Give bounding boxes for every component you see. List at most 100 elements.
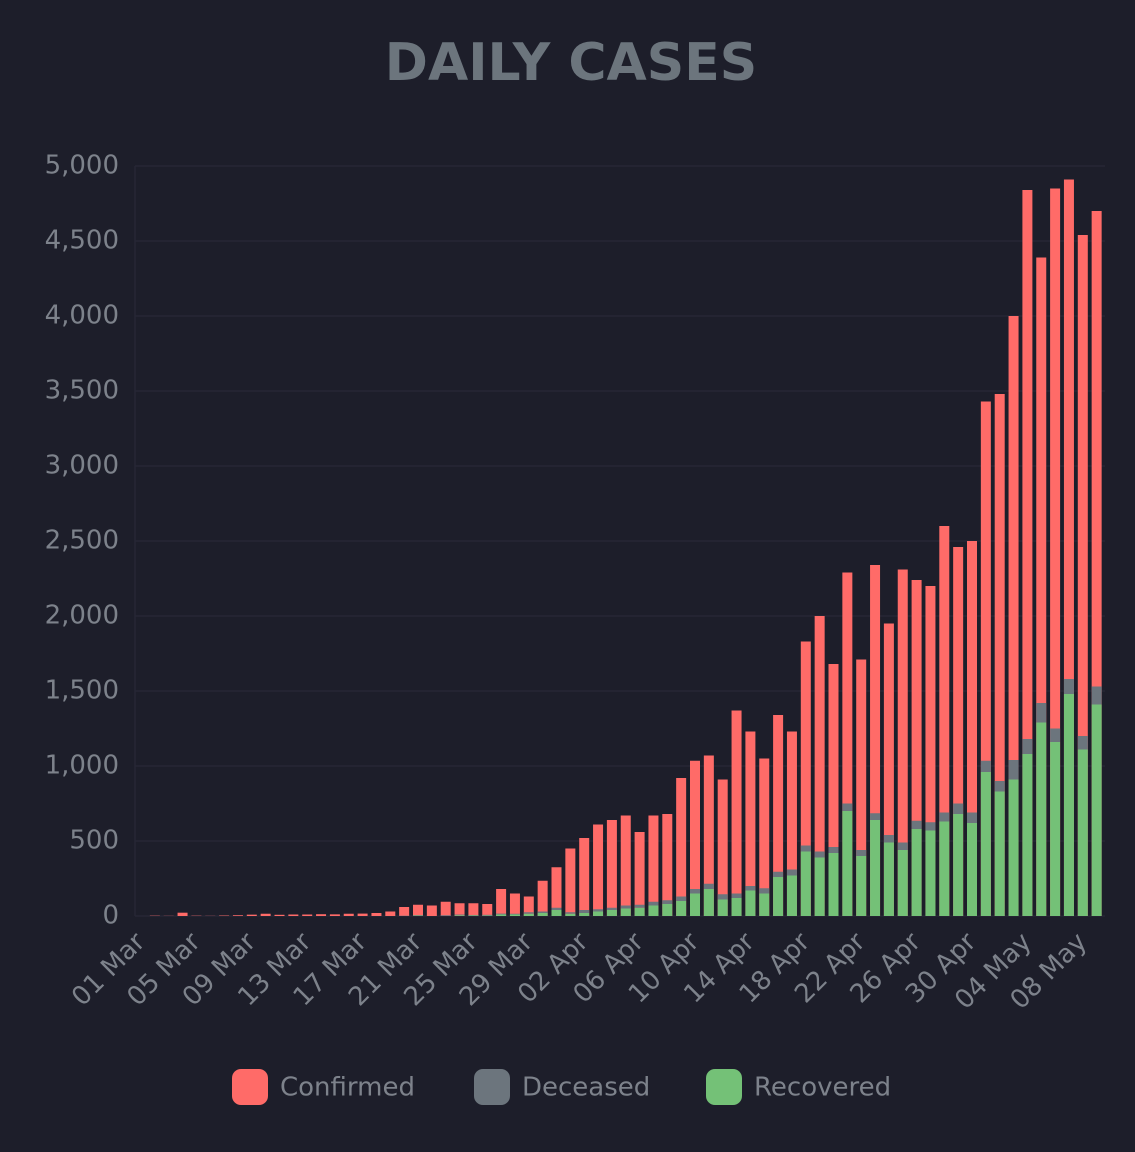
bar [177,912,188,916]
bar-segment [496,913,507,915]
bar [828,664,839,916]
bar-segment [1022,754,1033,916]
bar [551,867,562,916]
bar-segment [1050,742,1061,916]
bar-segment [1063,679,1074,694]
bar-segment [911,829,922,916]
bar [842,572,853,916]
bar [676,778,687,916]
bar-segment [565,912,576,914]
bar [606,820,617,916]
bar [786,731,797,916]
bar-segment [662,900,673,904]
bar [856,659,867,916]
bar [343,913,354,916]
bar-segment [1036,722,1047,916]
bar-segment [537,911,548,913]
bar-segment [842,811,853,916]
bar [302,914,313,916]
legend-label: Recovered [754,1073,891,1103]
bar [662,814,673,916]
bar [1008,316,1019,916]
bar-segment [1050,728,1061,742]
bar [316,914,327,916]
bar-segment [717,894,728,900]
bar-segment [703,883,714,889]
bar [482,904,493,916]
bar-segment [828,847,839,853]
bar-segment [509,914,520,916]
bar-segment [482,914,493,916]
bar-segment [690,889,700,894]
bar [925,586,936,916]
bar [385,911,396,916]
bar [1022,190,1033,916]
bar [870,565,881,916]
legend-swatch [706,1069,742,1105]
bar-segment [606,910,617,916]
bar-segment [1063,694,1074,916]
y-tick-label: 5,000 [45,151,119,181]
bar [579,838,590,916]
bar-segment [579,913,590,916]
bar-segment [1091,686,1102,705]
bar [440,901,451,916]
bar-segment [648,901,659,906]
y-tick-label: 1,000 [45,751,119,781]
bar [1077,235,1088,916]
bar-segment [883,842,894,916]
bar-segment [468,915,479,916]
bar-segment [870,820,881,916]
bar [814,616,825,916]
bar-segment [717,899,728,916]
bar [773,715,784,916]
bar-segment [800,851,811,916]
bar-segment [454,915,465,916]
bar-segment [773,877,784,916]
bar-segment [523,913,534,916]
bar-segment [925,830,936,916]
bar-segment [593,909,604,912]
bar-segment [925,822,936,831]
legend-label: Confirmed [280,1073,415,1103]
bar [967,541,977,916]
bar-segment [731,898,742,916]
bar [523,896,534,916]
bar [288,914,299,916]
bar-segment [1077,749,1088,916]
bar-segment [1008,779,1019,916]
y-tick-label: 2,000 [45,601,119,631]
bar-segment [1077,736,1088,750]
y-tick-label: 0 [102,901,119,931]
bar [274,914,285,916]
bar [939,526,950,916]
legend-swatch [474,1069,510,1105]
bar [565,848,576,916]
bar [1036,257,1047,916]
bar-segment [509,913,520,915]
bar-segment [759,888,770,894]
bar-segment [786,875,797,916]
bar-segment [551,910,562,916]
bar [897,569,908,916]
bar-segment [1091,704,1102,916]
bar-segment [620,905,631,909]
bar-segment [1008,760,1019,780]
y-tick-label: 4,500 [45,226,119,256]
bar-segment [593,911,604,916]
bar-segment [745,890,756,916]
bar [454,903,465,916]
y-tick-label: 4,000 [45,301,119,331]
y-tick-label: 3,000 [45,451,119,481]
bar [883,623,894,916]
bar-segment [842,803,853,811]
bar-segment [828,853,839,916]
y-tick-label: 1,500 [45,676,119,706]
bar [953,547,964,916]
bar-segment [939,821,950,916]
bar [690,760,700,916]
bar [1063,179,1074,916]
bar-segment [551,907,562,910]
bar-segment [759,893,770,916]
bar [800,641,811,916]
